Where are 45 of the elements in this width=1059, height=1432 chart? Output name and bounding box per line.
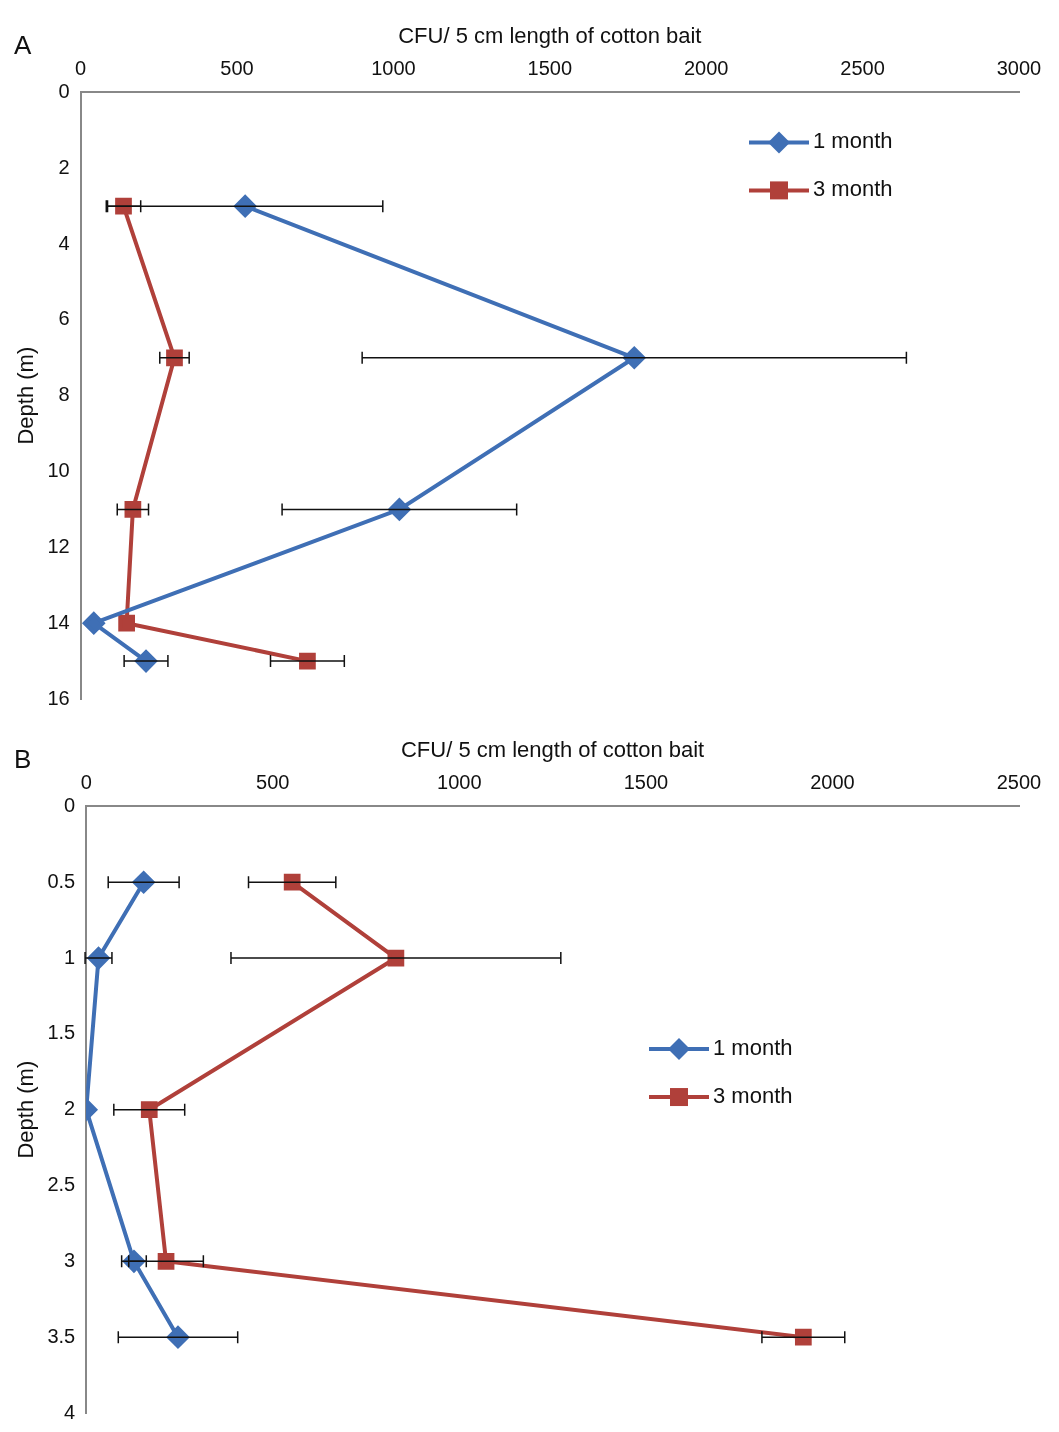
y-tick-label: 6 [58, 307, 70, 330]
x-tick-label: 2000 [810, 770, 855, 793]
y-tick-label: 12 [47, 534, 70, 557]
y-axis-title: Depth (m) [13, 346, 39, 445]
text: A [14, 30, 32, 61]
point [140, 1101, 158, 1119]
point [157, 1252, 175, 1270]
y-tick-label: 2 [64, 1097, 76, 1120]
text: B [14, 744, 32, 775]
y-tick-label: 2.5 [47, 1173, 76, 1196]
y-tick-label: 3 [64, 1248, 76, 1271]
y-tick-label: 1.5 [47, 1021, 76, 1044]
legend-label: 3 month [813, 176, 893, 202]
y-tick-label: 16 [47, 686, 70, 709]
y-tick-label: 4 [58, 231, 70, 254]
x-tick-label: 3000 [996, 56, 1042, 79]
y-tick-label: 0 [58, 79, 70, 102]
x-tick-label: 1000 [371, 56, 416, 79]
legend-label: 3 month [713, 1083, 793, 1109]
y-tick-label: 0.5 [47, 869, 76, 892]
x-tick-label: 2000 [683, 56, 729, 79]
x-axis-title: CFU/ 5 cm length of cotton bait [400, 737, 705, 763]
y-tick-label: 4 [64, 1400, 76, 1423]
y-tick-label: 10 [47, 459, 70, 482]
x-tick-label: 500 [220, 56, 254, 79]
x-tick-label: 2500 [996, 770, 1042, 793]
point [124, 501, 142, 518]
y-tick-label: 2 [58, 155, 70, 178]
point [82, 612, 105, 635]
point [118, 614, 135, 632]
y-axis-title: Depth (m) [13, 1060, 39, 1159]
x-tick-label: 0 [80, 770, 92, 793]
y-tick-label: 8 [58, 383, 70, 406]
legend-label: 1 month [713, 1035, 793, 1061]
y-tick-label: 3.5 [47, 1324, 76, 1347]
legend-label: 1 month [813, 128, 893, 154]
y-tick-label: 14 [47, 610, 70, 633]
x-tick-label: 1500 [527, 56, 573, 79]
x-axis-title: CFU/ 5 cm length of cotton bait [398, 23, 702, 49]
y-tick-label: 1 [64, 945, 76, 968]
x-tick-label: 1000 [437, 770, 482, 793]
y-tick-label: 0 [64, 793, 76, 816]
x-tick-label: 500 [256, 770, 290, 793]
x-tick-label: 2500 [840, 56, 885, 79]
x-tick-label: 1500 [623, 770, 669, 793]
